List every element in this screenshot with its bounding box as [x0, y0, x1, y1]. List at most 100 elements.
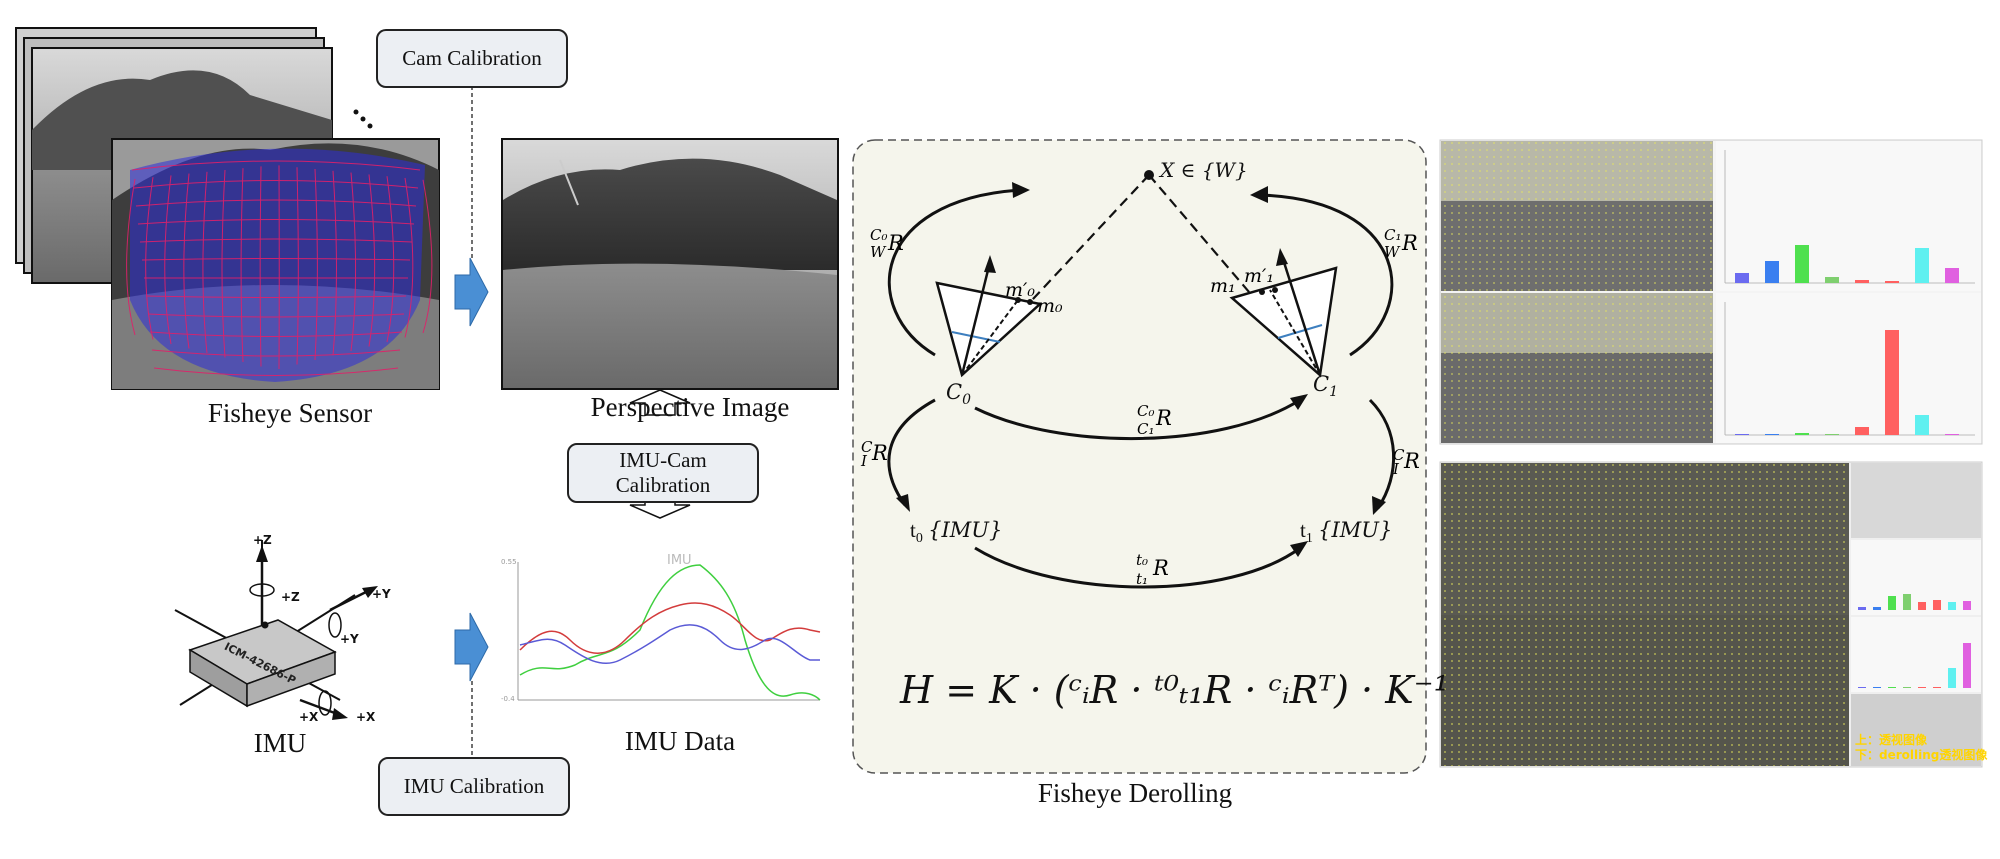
calibration-grid-line [141, 258, 411, 261]
imu-plot-ytick-top: 0.55 [501, 558, 517, 566]
fisheye-calibrated-image [111, 138, 440, 390]
svg-text:R: R [1401, 231, 1418, 255]
calibration-grid-line [149, 331, 403, 337]
fisheye-sensor-caption: Fisheye Sensor [207, 398, 373, 428]
calibration-grid-line [422, 179, 433, 334]
histogram-bar [1918, 687, 1926, 688]
calibration-grid-line [368, 174, 376, 347]
histogram-bar [1735, 273, 1749, 283]
calibration-grid-line [314, 168, 318, 361]
histogram-bar [1933, 600, 1941, 610]
imu-calibration-callout: IMU Calibration [378, 757, 570, 816]
result-note-line1: 上：透视图像 [1855, 733, 1928, 747]
imu-data-caption: IMU Data [624, 726, 736, 756]
histogram-bar [1918, 602, 1926, 610]
svg-text:t₀: t₀ [1136, 551, 1148, 569]
calibration-grid-line [202, 171, 208, 354]
histogram-bar [1795, 245, 1809, 283]
calibration-grid-line [131, 160, 421, 171]
calibration-grid-line [137, 219, 415, 225]
histogram-bar [1825, 434, 1839, 435]
imu-axis-y-rotation-label: +Y [340, 632, 359, 646]
svg-text:C₀: C₀ [870, 226, 888, 244]
imu-caption: IMU [253, 728, 307, 758]
histogram-bar [1945, 434, 1959, 435]
calibration-grid-line [139, 238, 413, 243]
histogram-bar [1885, 330, 1899, 435]
histogram-bar [1858, 607, 1866, 610]
result-note-line2: 下：derolling透视图像 [1855, 748, 1988, 762]
calibration-grid-line [259, 166, 262, 367]
camera-c0-label: C0 [946, 380, 971, 409]
histogram-bar [1915, 248, 1929, 283]
imu-series-red [519, 602, 821, 654]
cam-calibration-label: Cam Calibration [402, 45, 542, 70]
calibration-grid-line [147, 313, 405, 318]
homography-formula: H = K · (ᶜᵢR · ᵗ⁰ₜ₁R · ᶜᵢRᵀ) · K⁻¹ [900, 668, 1449, 712]
calibration-grid-line [135, 199, 417, 207]
result-panel-top [1439, 139, 1983, 445]
histogram-bar [1825, 277, 1839, 283]
calibration-grid-line [404, 177, 414, 338]
svg-text:R: R [1155, 406, 1172, 430]
imu-axis-x-label: +X [356, 710, 376, 724]
histogram-bar [1795, 433, 1809, 435]
flow-arrow-1 [454, 257, 489, 327]
calibration-grid-line [145, 177, 154, 340]
histogram-bar [1903, 687, 1911, 688]
histogram-bar [1963, 601, 1971, 610]
cam-calibration-callout: Cam Calibration [376, 29, 568, 88]
svg-text:R: R [887, 231, 904, 255]
histogram-bar [1735, 434, 1749, 435]
histogram-bar [1765, 261, 1779, 283]
svg-text:R: R [871, 441, 888, 465]
perspective-image [501, 138, 839, 390]
imu-plot-ytick-bottom: -0.4 [501, 695, 515, 703]
histogram-bar [1873, 607, 1881, 610]
histogram-bar [1888, 596, 1896, 610]
histogram-bar [1933, 687, 1941, 688]
calibration-grid-line [183, 173, 190, 349]
calibration-grid-line [145, 295, 407, 298]
svg-text:t₁: t₁ [1136, 570, 1148, 588]
svg-text:m′₁: m′₁ [1244, 265, 1274, 287]
result-panel-note: 上：透视图像 下：derolling透视图像 [1855, 733, 1987, 763]
ellipsis-dots [353, 109, 373, 129]
svg-text:m′₀: m′₀ [1005, 279, 1035, 301]
calibration-grid-line [386, 176, 395, 343]
histogram-bar [1855, 280, 1869, 283]
calibration-grid-line [153, 367, 399, 376]
histogram-bar [1915, 415, 1929, 435]
perspective-image-caption: Perspective Image [590, 392, 790, 422]
svg-text:R: R [1152, 556, 1169, 580]
imu-data-plot [517, 562, 821, 701]
fisheye-derolling-caption: Fisheye Derolling [1037, 778, 1233, 808]
svg-text:W: W [870, 243, 887, 261]
imu-series-green [519, 564, 821, 701]
calibration-grid-line [164, 175, 172, 345]
histogram-bar [1948, 602, 1956, 610]
svg-text:m₁: m₁ [1210, 275, 1236, 297]
histogram-bar [1885, 281, 1899, 283]
result-panel-bottom [1439, 461, 1983, 768]
svg-text:W: W [1384, 243, 1401, 261]
flow-arrow-2 [454, 612, 489, 682]
calibration-grid-line [151, 349, 401, 357]
calibration-grid-line [240, 168, 244, 363]
svg-text:I: I [860, 452, 868, 470]
calibration-grid-line [133, 180, 419, 189]
imu-cam-calibration-label-line2: Calibration [615, 473, 711, 497]
calibration-grid-line [126, 178, 136, 336]
histogram-bar [1858, 687, 1866, 688]
histogram-bar [1765, 434, 1779, 435]
calibration-grid-line [296, 167, 299, 365]
histogram-bar [1963, 643, 1971, 688]
imu-axis-y-label: +Y [372, 587, 391, 601]
imu-t0-label: t0 {IMU} [910, 518, 1003, 547]
imu-cam-calibration-callout: IMU-Cam Calibration [567, 443, 759, 503]
svg-text:m₀: m₀ [1037, 295, 1063, 317]
svg-text:C₀: C₀ [1137, 402, 1155, 420]
camera-c1-label: C1 [1313, 372, 1338, 401]
derolling-diagram: C₀ W R C₁ W R C₀ C₁ R C I R C I R t₀ t₁ … [852, 139, 1427, 774]
